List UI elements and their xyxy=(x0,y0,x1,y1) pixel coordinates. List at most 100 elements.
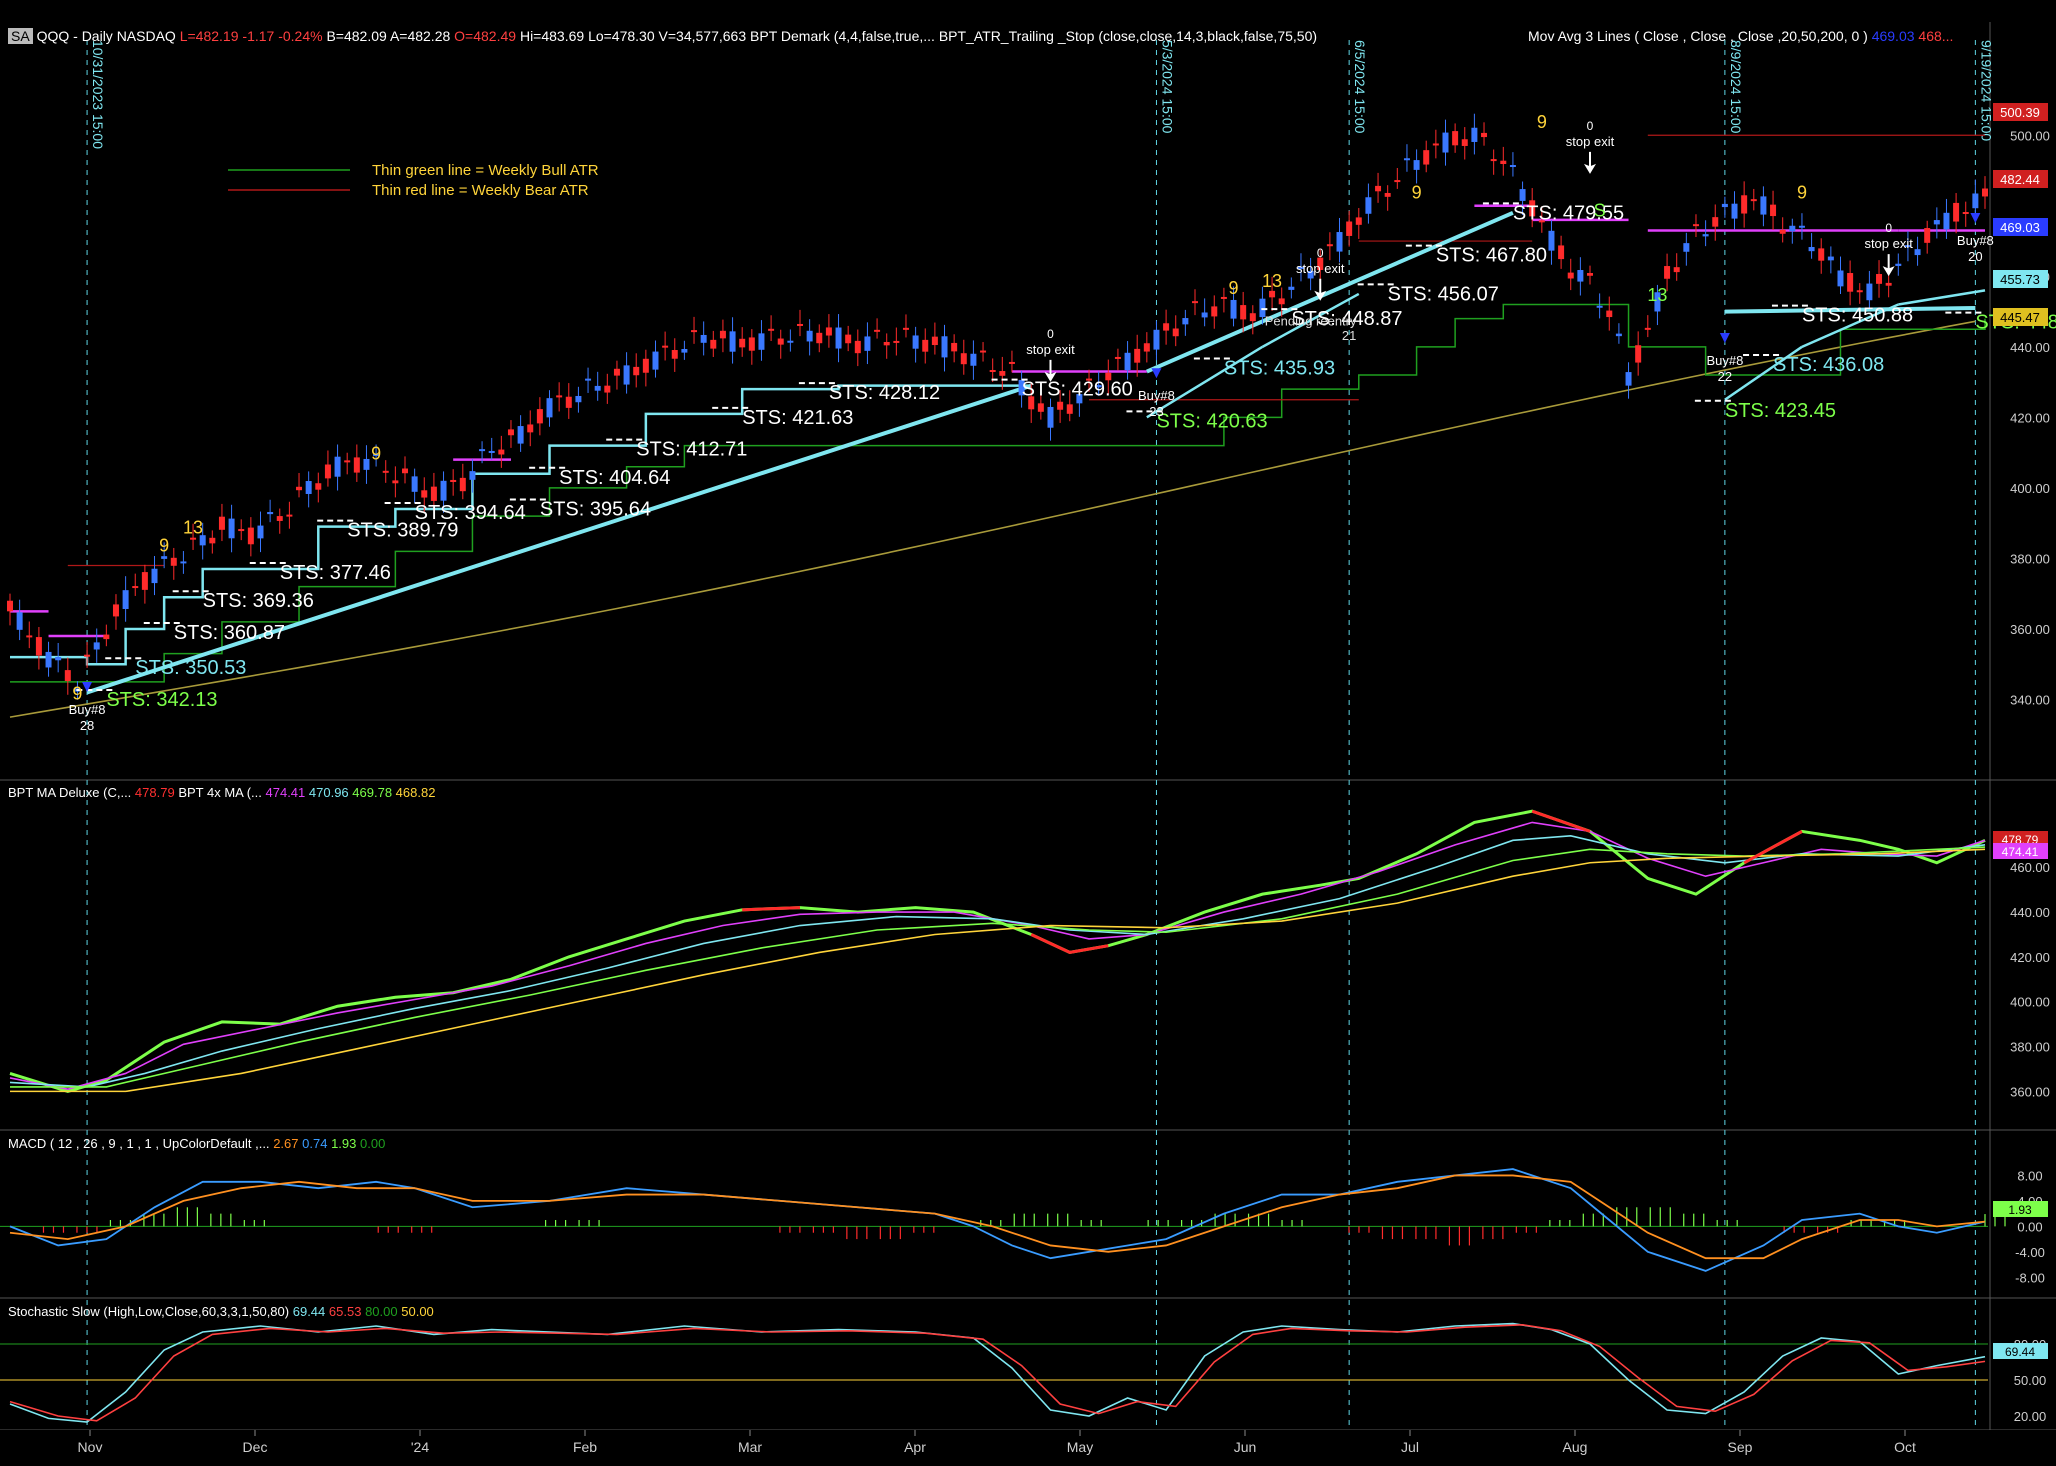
candle-body xyxy=(864,336,871,351)
buy-signal-label: Buy#8 xyxy=(1957,233,1994,248)
ma-down-segment xyxy=(1531,809,1591,833)
candle-body xyxy=(874,329,881,332)
candle-body xyxy=(931,336,938,346)
candle-body xyxy=(951,342,958,352)
sts-label: STS: 435.93 xyxy=(1224,357,1335,379)
macd-axis-tick: 0.00 xyxy=(2017,1219,2042,1234)
candle-body xyxy=(1172,328,1179,337)
candle-body xyxy=(1856,290,1863,293)
date-marker-label: 9/19/2024 15:00 xyxy=(1978,40,1994,141)
candle-body xyxy=(1211,306,1218,317)
sts-label: STS: 450.88 xyxy=(1802,305,1913,327)
candle-body xyxy=(1924,228,1931,243)
net-change: -1.17 xyxy=(242,28,275,44)
ma200-line xyxy=(9,320,1976,718)
candle-body xyxy=(1519,189,1526,201)
candle-body xyxy=(498,449,505,455)
ma-panel-title: BPT MA Deluxe (C,... 478.79 BPT 4x MA (.… xyxy=(8,785,435,800)
candle-body xyxy=(1105,372,1112,381)
price-axis-tick: 420.00 xyxy=(2010,410,2050,425)
candle-body xyxy=(1500,160,1507,165)
time-axis-tick: May xyxy=(1067,1439,1093,1455)
stoch-value-1: 69.44 xyxy=(292,1304,326,1319)
candle-body xyxy=(1076,394,1083,404)
candle-body xyxy=(719,330,726,339)
candle-body xyxy=(1625,372,1632,386)
price-axis-flag xyxy=(1993,170,2048,188)
price-axis-tick: 380.00 xyxy=(2010,551,2050,566)
macd-series-line xyxy=(9,1174,1986,1260)
candle-body xyxy=(1192,301,1198,304)
candle-body xyxy=(7,600,13,612)
price-axis-flag-label: 445.47 xyxy=(2000,310,2040,325)
movavg-header: Mov Avg 3 Lines ( Close , Close , Close … xyxy=(1528,28,1953,48)
candle-body xyxy=(1297,266,1304,269)
candle-body xyxy=(999,371,1006,376)
candle-body xyxy=(797,323,803,326)
price-axis-tick: 360.00 xyxy=(2010,622,2050,637)
candle-body xyxy=(1182,318,1189,325)
bid-price: B=482.09 xyxy=(326,28,387,44)
ma4x-value-2: 470.96 xyxy=(308,785,349,800)
price-axis-flag xyxy=(1993,103,2048,121)
candle-body xyxy=(286,514,293,517)
time-axis-tick: Mar xyxy=(738,1439,762,1455)
ask-price: A=482.28 xyxy=(389,28,451,44)
candle-body xyxy=(1895,263,1902,266)
stop-exit-arrow xyxy=(1314,278,1327,301)
candle-body xyxy=(1683,243,1690,252)
candle-body xyxy=(180,561,187,564)
candle-body xyxy=(1288,286,1295,290)
candle-body xyxy=(1461,139,1468,146)
sts-label: STS: 436.08 xyxy=(1773,354,1884,376)
candle-body xyxy=(1394,180,1401,183)
candle-body xyxy=(633,366,640,376)
date-marker-label: 10/31/2023 15:00 xyxy=(90,40,106,149)
candle-body xyxy=(1057,401,1064,410)
candle-body xyxy=(1953,202,1960,222)
candle-body xyxy=(1731,203,1738,219)
candle-body xyxy=(739,338,746,348)
demark-count-label: 9 xyxy=(1797,183,1807,203)
trailing-stop-trendline xyxy=(1146,211,1514,374)
stoch-value-2: 65.53 xyxy=(328,1304,362,1319)
candle-body xyxy=(1933,220,1940,225)
time-axis-tick: '24 xyxy=(411,1439,429,1455)
candle-body xyxy=(1577,269,1584,282)
date-marker-label: 6/5/2024 15:00 xyxy=(1352,40,1368,134)
macd-value-2: 0.74 xyxy=(302,1136,328,1151)
date-marker-label: 8/9/2024 15:00 xyxy=(1728,40,1744,134)
candle-body xyxy=(1770,204,1777,217)
candle-body xyxy=(1047,406,1054,428)
sts-label: STS: 377.46 xyxy=(280,562,391,584)
sts-label: STS: 389.79 xyxy=(347,520,458,542)
price-axis-flag-label: 469.03 xyxy=(2000,220,2040,235)
stop-exit-arrow xyxy=(1584,151,1596,174)
candle-body xyxy=(421,490,428,498)
candle-body xyxy=(1587,273,1593,276)
price-axis-flag-label: 500.39 xyxy=(2000,105,2040,120)
stop-exit-count: 0 xyxy=(1317,246,1324,260)
macd-value-3: 1.93 xyxy=(331,1136,357,1151)
demark-count-label: 9 xyxy=(1229,278,1239,298)
price-axis-flag-label: 482.44 xyxy=(2000,172,2040,187)
candle-body xyxy=(209,537,216,544)
price-axis-tick: 500.00 xyxy=(2010,128,2050,143)
price-axis-flag xyxy=(1993,270,2048,288)
candle-body xyxy=(1779,229,1786,234)
macd-series-line xyxy=(9,1168,1986,1272)
candle-body xyxy=(1702,234,1709,237)
candle-body xyxy=(1962,212,1969,215)
candle-body xyxy=(1548,230,1555,251)
candle-body xyxy=(1086,378,1093,381)
candle-body xyxy=(1538,220,1545,223)
candle-body xyxy=(1818,248,1825,261)
macd-value-1: 2.67 xyxy=(273,1136,299,1151)
candle-body xyxy=(1914,249,1921,256)
candle-body xyxy=(729,331,736,352)
ma-axis-flag-label: 474.41 xyxy=(2002,845,2039,859)
candle-body xyxy=(787,340,794,343)
ma-axis-tick: 360.00 xyxy=(2010,1084,2050,1099)
stop-exit-count: 0 xyxy=(1047,327,1054,341)
ma-series-line xyxy=(9,835,1986,1088)
